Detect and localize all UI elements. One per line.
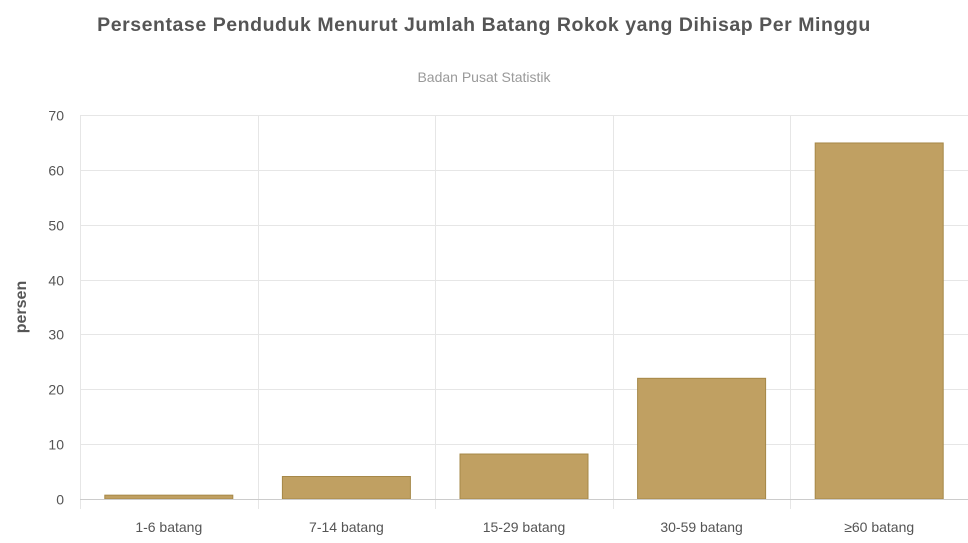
x-tick-label: 15-29 batang xyxy=(483,519,566,535)
y-tick-label: 0 xyxy=(56,492,64,508)
x-tick-label: 30-59 batang xyxy=(660,519,743,535)
y-tick-label: 40 xyxy=(48,273,64,289)
y-axis-label: persen xyxy=(13,281,30,333)
y-tick-label: 10 xyxy=(48,437,64,453)
chart-title: Persentase Penduduk Menurut Jumlah Batan… xyxy=(97,14,871,36)
bar[interactable] xyxy=(814,142,944,500)
y-tick-label: 30 xyxy=(48,327,64,343)
bar[interactable] xyxy=(637,377,767,500)
bar[interactable] xyxy=(104,494,234,500)
bar[interactable] xyxy=(281,476,411,500)
x-tick-label: 7-14 batang xyxy=(309,519,384,535)
chart-subtitle: Badan Pusat Statistik xyxy=(417,69,551,85)
y-tick-label: 70 xyxy=(48,108,64,124)
y-tick-label: 20 xyxy=(48,382,64,398)
x-tick-label: 1-6 batang xyxy=(135,519,202,535)
bars xyxy=(104,142,944,500)
y-tick-labels: 0 10 20 30 40 50 60 70 xyxy=(48,108,64,508)
bar[interactable] xyxy=(459,453,589,500)
y-tick-label: 60 xyxy=(48,163,64,179)
x-tick-labels: 1-6 batang 7-14 batang 15-29 batang 30-59 b… xyxy=(135,519,914,535)
y-tick-label: 50 xyxy=(48,218,64,234)
x-tick-label: ≥60 batang xyxy=(844,519,914,535)
